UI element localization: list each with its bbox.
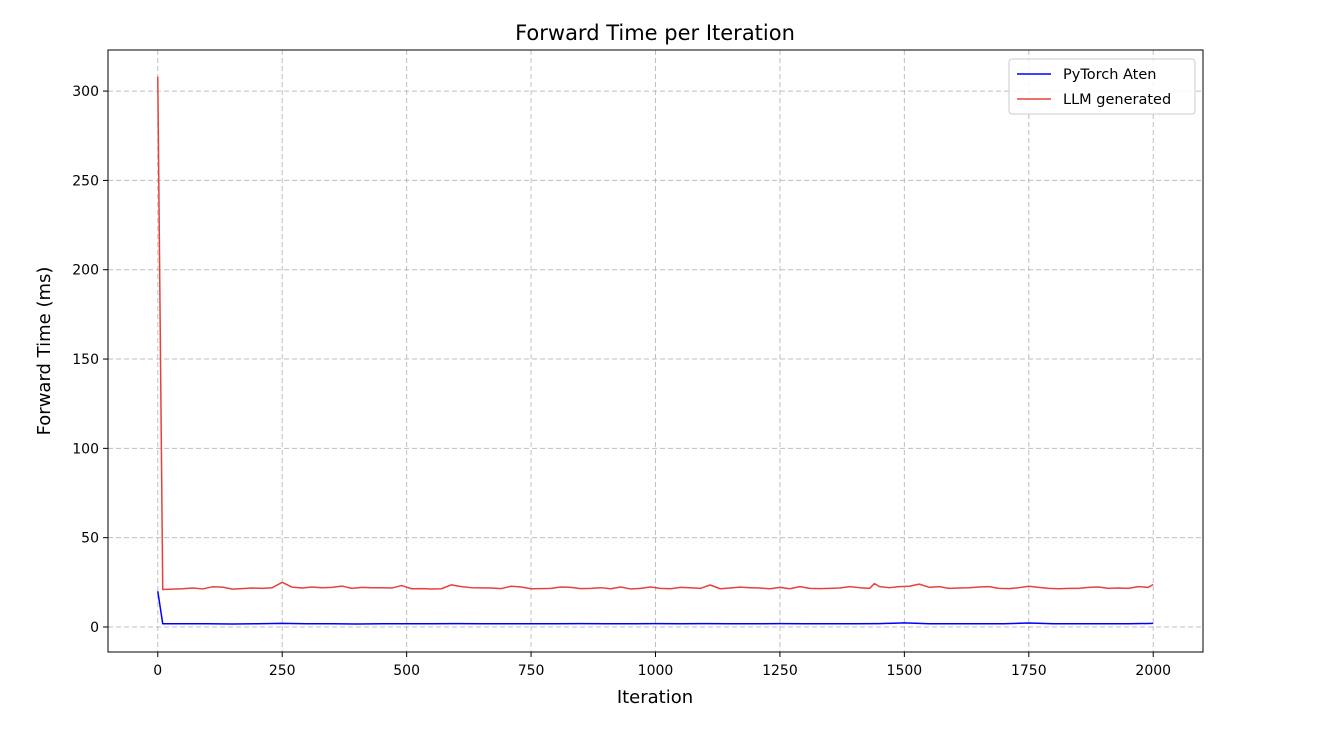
x-tick-label: 250: [269, 663, 296, 679]
y-axis-label: Forward Time (ms): [34, 267, 55, 436]
x-tick-label: 1500: [887, 663, 923, 679]
y-tick-label: 250: [72, 173, 99, 189]
legend: PyTorch Aten LLM generated: [1008, 58, 1196, 115]
axis-ticks: 0 250 500 750 1000 1250 1500 1750 2000 0 50 100 150 2…: [72, 84, 1171, 679]
x-tick-label: 1750: [1011, 663, 1047, 679]
series-line-2: [157, 76, 1154, 591]
x-tick-label: 2000: [1135, 663, 1171, 679]
y-tick-label: 200: [72, 263, 99, 279]
grid-lines: [108, 50, 1203, 652]
x-tick-label: 1000: [638, 663, 674, 679]
x-tick-label: 750: [518, 663, 545, 679]
y-tick-label: 300: [72, 84, 99, 100]
legend-box: [1008, 58, 1196, 115]
x-tick-label: 1250: [762, 663, 798, 679]
x-axis-label: Iteration: [617, 687, 693, 708]
y-tick-label: 150: [72, 352, 99, 368]
y-tick-label: 50: [81, 531, 99, 547]
y-tick-label: 100: [72, 441, 99, 457]
chart-title: Forward Time per Iteration: [515, 21, 795, 45]
y-tick-label: 0: [90, 620, 99, 636]
legend-label: PyTorch Aten: [1063, 67, 1156, 83]
legend-label: LLM generated: [1063, 92, 1171, 108]
series-lines: [157, 76, 1154, 625]
x-tick-label: 500: [393, 663, 420, 679]
x-tick-label: 0: [153, 663, 162, 679]
series-line-1: [157, 591, 1154, 625]
